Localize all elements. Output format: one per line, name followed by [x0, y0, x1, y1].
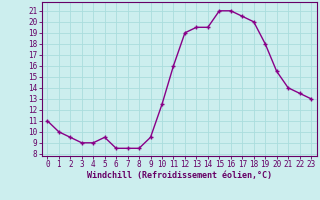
- X-axis label: Windchill (Refroidissement éolien,°C): Windchill (Refroidissement éolien,°C): [87, 171, 272, 180]
